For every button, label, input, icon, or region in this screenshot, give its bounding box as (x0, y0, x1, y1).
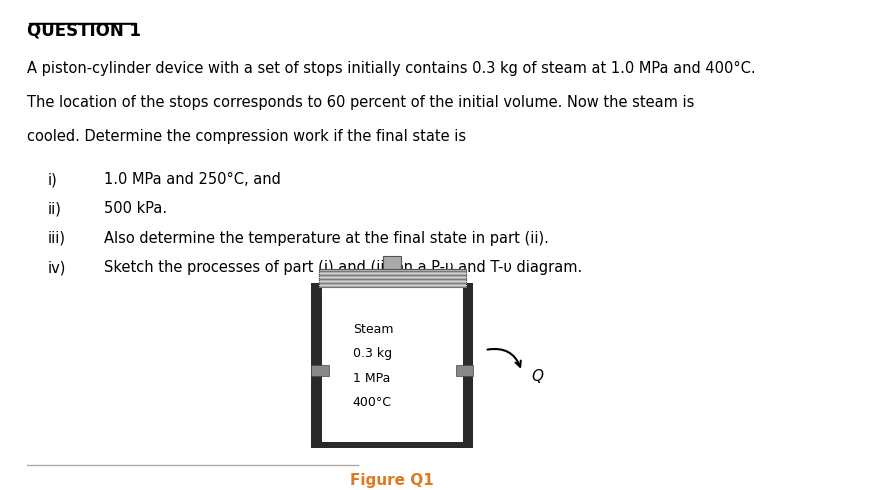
Text: cooled. Determine the compression work if the final state is: cooled. Determine the compression work i… (27, 129, 466, 145)
Text: The location of the stops corresponds to 60 percent of the initial volume. Now t: The location of the stops corresponds to… (27, 96, 694, 110)
Text: QUESTION 1: QUESTION 1 (27, 22, 141, 40)
Text: Sketch the processes of part (i) and (ii) on a P-υ and T-υ diagram.: Sketch the processes of part (i) and (ii… (104, 260, 582, 275)
Text: 1.0 MPa and 250°C, and: 1.0 MPa and 250°C, and (104, 172, 281, 187)
Text: Figure Q1: Figure Q1 (350, 473, 434, 488)
Text: 1 MPa: 1 MPa (353, 372, 390, 385)
Bar (312, 442, 473, 448)
Text: A piston-cylinder device with a set of stops initially contains 0.3 kg of steam : A piston-cylinder device with a set of s… (27, 61, 756, 76)
Text: 500 kPa.: 500 kPa. (104, 201, 167, 217)
Bar (384, 256, 401, 269)
Text: $Q$: $Q$ (531, 368, 544, 385)
Text: iv): iv) (48, 260, 65, 275)
Text: 400°C: 400°C (353, 396, 392, 409)
Text: Also determine the temperature at the final state in part (ii).: Also determine the temperature at the fi… (104, 231, 548, 246)
Text: Steam: Steam (353, 323, 393, 336)
Bar (456, 365, 473, 375)
Bar (312, 283, 322, 442)
Text: 0.3 kg: 0.3 kg (353, 347, 392, 360)
Bar (319, 269, 466, 287)
Text: ii): ii) (48, 201, 61, 217)
Text: i): i) (48, 172, 57, 187)
Bar (322, 283, 463, 442)
Bar (463, 283, 473, 442)
Bar (312, 365, 329, 375)
Text: iii): iii) (48, 231, 65, 246)
